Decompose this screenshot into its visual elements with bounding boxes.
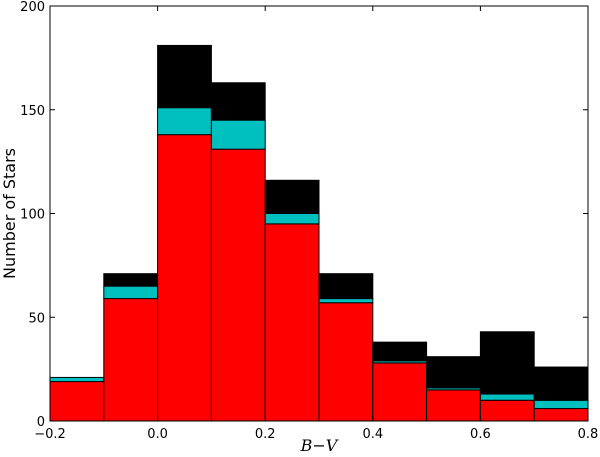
x-tick-label: 0.0 — [147, 427, 168, 442]
bar-series2-bin2 — [157, 44, 212, 109]
bar-series0-bin2 — [157, 134, 212, 422]
bar-series0-bin9 — [533, 408, 589, 422]
ticks-layer: −0.2 0.0 0.2 0.4 0.6 0.8 0 50 100 150 200 — [20, 0, 598, 442]
bar-series2-bin4 — [264, 179, 320, 215]
bar-series0-bin6 — [372, 362, 428, 422]
x-axis-label: B−V — [300, 436, 339, 455]
bar-series0-bin5 — [318, 302, 374, 422]
bar-series2-bin5 — [318, 273, 374, 300]
bar-series0-bin7 — [426, 389, 481, 422]
y-tick-label: 200 — [20, 0, 45, 15]
x-tick-label: 0.4 — [362, 427, 383, 442]
y-tick-label: 0 — [37, 415, 45, 430]
bar-series1-bin5 — [318, 298, 374, 304]
bar-series1-bin8 — [479, 393, 535, 401]
bar-series1-bin2 — [157, 107, 212, 136]
bar-series0-bin4 — [264, 223, 320, 422]
bar-series2-bin3 — [210, 82, 266, 121]
bars-layer — [49, 44, 589, 422]
x-tick-label: −0.2 — [34, 427, 66, 442]
bar-series0-bin1 — [103, 298, 159, 422]
bar-series2-bin6 — [372, 341, 428, 362]
bar-series0-bin8 — [479, 399, 535, 422]
bar-series0-bin0 — [49, 381, 105, 422]
bar-series2-bin1 — [103, 273, 159, 287]
bar-series2-bin8 — [479, 331, 535, 395]
bar-series2-bin9 — [533, 366, 589, 401]
bar-series1-bin3 — [210, 119, 266, 150]
bar-series1-bin4 — [264, 213, 320, 225]
bar-series1-bin9 — [533, 399, 589, 410]
y-tick-label: 150 — [20, 104, 45, 119]
y-tick-label: 100 — [20, 208, 45, 223]
bar-series2-bin7 — [426, 356, 481, 389]
bar-series0-bin3 — [210, 148, 266, 422]
x-tick-label: 0.8 — [578, 427, 599, 442]
y-axis-label: Number of Stars — [0, 148, 19, 279]
x-tick-label: 0.6 — [470, 427, 491, 442]
x-tick-label: 0.2 — [255, 427, 276, 442]
bar-series1-bin0 — [49, 376, 105, 383]
y-tick-label: 50 — [28, 311, 45, 326]
bar-series1-bin1 — [103, 285, 159, 300]
